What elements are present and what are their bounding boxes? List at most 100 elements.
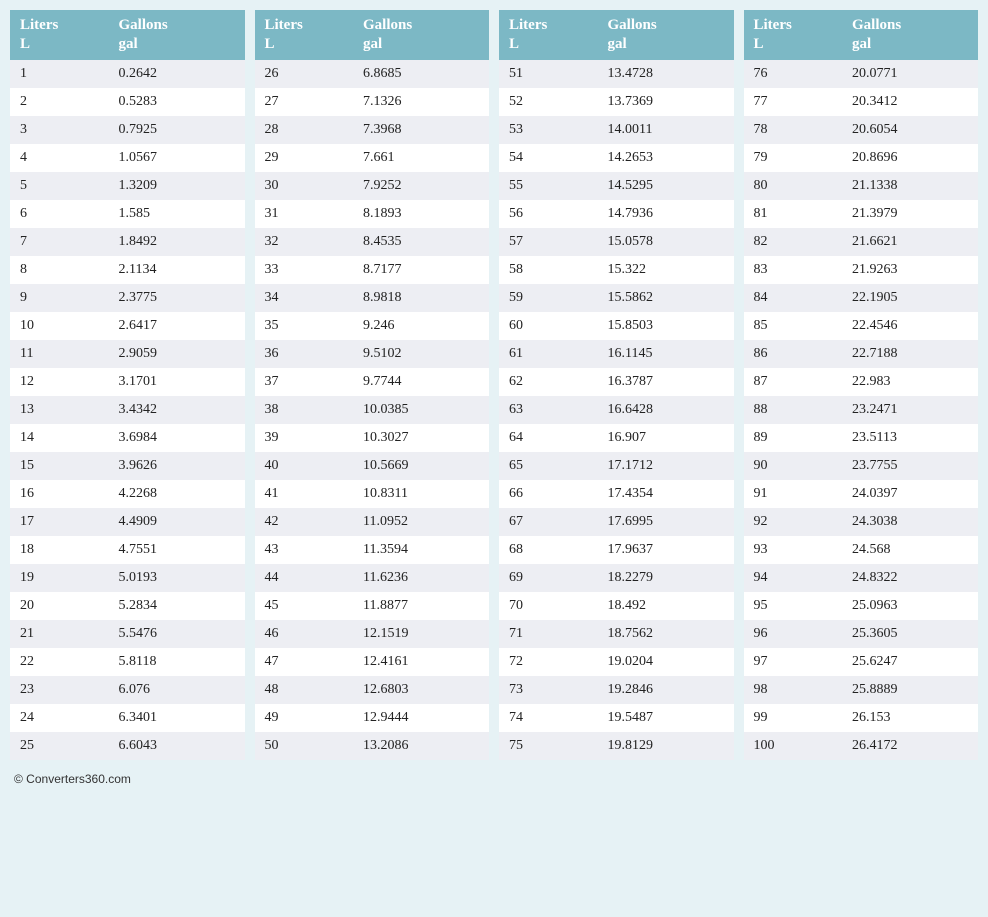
cell-gallons: 17.6995: [597, 508, 733, 536]
table-row: 7820.6054: [744, 116, 979, 144]
cell-gallons: 2.6417: [108, 312, 244, 340]
cell-gallons: 7.1326: [353, 88, 489, 116]
cell-gallons: 9.246: [353, 312, 489, 340]
cell-liters: 45: [255, 592, 353, 620]
col-header-gallons-name: Gallons: [363, 17, 412, 33]
col-header-liters: Liters L: [10, 10, 108, 60]
cell-gallons: 21.9263: [842, 256, 978, 284]
cell-gallons: 1.0567: [108, 144, 244, 172]
table-row: 6316.6428: [499, 396, 734, 424]
cell-gallons: 16.6428: [597, 396, 733, 424]
cell-liters: 91: [744, 480, 842, 508]
cell-liters: 80: [744, 172, 842, 200]
table-row: 7620.0771: [744, 60, 979, 88]
cell-liters: 6: [10, 200, 108, 228]
table-row: 5213.7369: [499, 88, 734, 116]
cell-liters: 43: [255, 536, 353, 564]
cell-liters: 20: [10, 592, 108, 620]
cell-liters: 17: [10, 508, 108, 536]
cell-liters: 25: [10, 732, 108, 760]
cell-liters: 82: [744, 228, 842, 256]
cell-gallons: 14.2653: [597, 144, 733, 172]
table-row: 369.5102: [255, 340, 490, 368]
table-row: 4010.5669: [255, 452, 490, 480]
cell-gallons: 2.9059: [108, 340, 244, 368]
cell-gallons: 8.1893: [353, 200, 489, 228]
cell-liters: 94: [744, 564, 842, 592]
table-row: 102.6417: [10, 312, 245, 340]
table-row: 9023.7755: [744, 452, 979, 480]
cell-gallons: 5.0193: [108, 564, 244, 592]
cell-liters: 19: [10, 564, 108, 592]
cell-gallons: 22.983: [842, 368, 978, 396]
table-row: 318.1893: [255, 200, 490, 228]
table-row: 4912.9444: [255, 704, 490, 732]
cell-liters: 11: [10, 340, 108, 368]
table-row: 4812.6803: [255, 676, 490, 704]
cell-gallons: 4.4909: [108, 508, 244, 536]
cell-gallons: 23.5113: [842, 424, 978, 452]
col-header-gallons-name: Gallons: [118, 17, 167, 33]
cell-gallons: 15.5862: [597, 284, 733, 312]
table-row: 5013.2086: [255, 732, 490, 760]
cell-liters: 4: [10, 144, 108, 172]
cell-liters: 68: [499, 536, 597, 564]
col-header-gallons-name: Gallons: [607, 17, 656, 33]
cell-gallons: 24.0397: [842, 480, 978, 508]
table-body-1: 10.264220.528330.792541.056751.320961.58…: [10, 60, 245, 760]
table-row: 5314.0011: [499, 116, 734, 144]
cell-liters: 98: [744, 676, 842, 704]
table-row: 6416.907: [499, 424, 734, 452]
cell-liters: 8: [10, 256, 108, 284]
cell-liters: 81: [744, 200, 842, 228]
table-row: 6918.2279: [499, 564, 734, 592]
cell-liters: 18: [10, 536, 108, 564]
table-row: 3910.3027: [255, 424, 490, 452]
table-row: 297.661: [255, 144, 490, 172]
table-row: 6015.8503: [499, 312, 734, 340]
cell-liters: 32: [255, 228, 353, 256]
cell-liters: 34: [255, 284, 353, 312]
table-row: 133.4342: [10, 396, 245, 424]
table-row: 225.8118: [10, 648, 245, 676]
cell-gallons: 21.1338: [842, 172, 978, 200]
cell-gallons: 19.8129: [597, 732, 733, 760]
col-header-liters-name: Liters: [509, 17, 547, 33]
cell-gallons: 10.3027: [353, 424, 489, 452]
table-row: 4311.3594: [255, 536, 490, 564]
cell-liters: 24: [10, 704, 108, 732]
cell-gallons: 12.4161: [353, 648, 489, 676]
col-header-liters: Liters L: [255, 10, 353, 60]
cell-liters: 97: [744, 648, 842, 676]
col-header-liters-unit: L: [509, 35, 587, 54]
cell-gallons: 26.153: [842, 704, 978, 732]
cell-liters: 37: [255, 368, 353, 396]
cell-liters: 50: [255, 732, 353, 760]
table-row: 8522.4546: [744, 312, 979, 340]
col-header-liters-unit: L: [20, 35, 98, 54]
cell-liters: 23: [10, 676, 108, 704]
cell-gallons: 11.6236: [353, 564, 489, 592]
cell-gallons: 21.3979: [842, 200, 978, 228]
table-row: 51.3209: [10, 172, 245, 200]
cell-gallons: 26.4172: [842, 732, 978, 760]
cell-liters: 93: [744, 536, 842, 564]
table-row: 9825.8889: [744, 676, 979, 704]
table-row: 10.2642: [10, 60, 245, 88]
table-row: 8923.5113: [744, 424, 979, 452]
cell-liters: 41: [255, 480, 353, 508]
cell-liters: 35: [255, 312, 353, 340]
table-row: 4511.8877: [255, 592, 490, 620]
cell-gallons: 7.3968: [353, 116, 489, 144]
cell-liters: 87: [744, 368, 842, 396]
cell-liters: 36: [255, 340, 353, 368]
cell-gallons: 10.8311: [353, 480, 489, 508]
cell-liters: 59: [499, 284, 597, 312]
cell-liters: 38: [255, 396, 353, 424]
table-row: 5715.0578: [499, 228, 734, 256]
table-row: 6116.1145: [499, 340, 734, 368]
table-row: 8823.2471: [744, 396, 979, 424]
col-header-gallons: Gallons gal: [597, 10, 733, 60]
cell-gallons: 1.8492: [108, 228, 244, 256]
cell-liters: 90: [744, 452, 842, 480]
